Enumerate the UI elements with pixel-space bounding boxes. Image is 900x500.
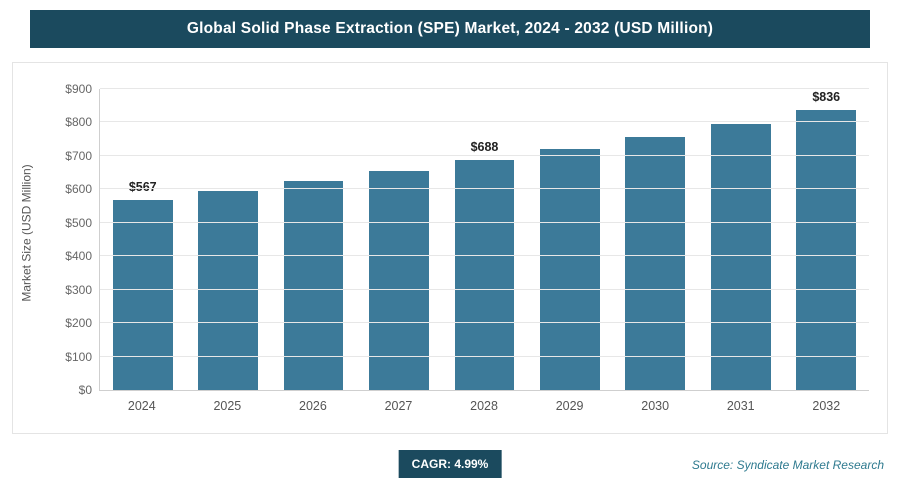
y-tick-label: $100 — [65, 349, 92, 364]
y-tick-label: $400 — [65, 249, 92, 264]
bar-slot — [356, 89, 441, 390]
x-tick-label: 2030 — [641, 399, 670, 413]
x-axis-labels: 2024 2025 2026 2027 2028 2029 2030 2031 2032 — [99, 399, 869, 413]
y-tick-label: $600 — [65, 182, 92, 197]
bar-2024 — [112, 200, 173, 390]
bar-2032 — [796, 110, 857, 390]
y-axis-title: Market Size (USD Million) — [20, 164, 35, 302]
gridline — [100, 154, 869, 156]
bar-2026 — [283, 180, 344, 390]
x-tick-label: 2025 — [213, 399, 242, 413]
bar-value-label: $567 — [129, 180, 157, 194]
plot-area: $567 $688 $836 $0 $100 $200 $300 $400 $500 $600 $… — [65, 82, 869, 397]
x-tick-label: 2028 — [470, 399, 498, 413]
bar-2031 — [710, 123, 771, 390]
bar-slot — [185, 89, 270, 390]
bar-slot — [271, 89, 356, 390]
chart-area: Market Size (USD Million) $567 $688 $836 $… — [12, 62, 888, 434]
bar-2027 — [369, 170, 429, 390]
gridline — [100, 121, 869, 123]
gridline — [100, 288, 869, 290]
gridline — [100, 88, 869, 89]
bars: $567 $688 $836 — [100, 89, 869, 390]
bar-2030 — [625, 136, 686, 390]
bar-2029 — [540, 148, 600, 390]
x-tick-label: 2031 — [726, 399, 755, 413]
y-tick-label: $200 — [65, 316, 92, 331]
y-tick-label: $900 — [65, 82, 92, 96]
bar-2028 — [454, 159, 515, 390]
bar-2025 — [198, 191, 259, 390]
bar-slot: $836 — [784, 89, 869, 390]
y-tick-label: $700 — [65, 148, 92, 163]
bar-value-label: $836 — [812, 90, 841, 105]
bar-slot — [613, 89, 698, 390]
gridline — [100, 322, 869, 324]
cagr-badge: CAGR: 4.99% — [398, 450, 502, 478]
y-tick-label: $300 — [65, 282, 92, 297]
x-tick-label: 2032 — [812, 399, 841, 413]
gridline — [100, 255, 869, 257]
x-tick-label: 2026 — [299, 399, 327, 413]
gridline — [100, 355, 869, 357]
bar-value-label: $688 — [470, 139, 499, 154]
x-tick-label: 2029 — [555, 399, 584, 413]
bar-slot — [527, 89, 612, 390]
source-text: Source: Syndicate Market Research — [691, 458, 884, 472]
bar-slot: $688 — [442, 89, 527, 390]
y-tick-label: $0 — [78, 383, 92, 397]
chart-title: Global Solid Phase Extraction (SPE) Mark… — [186, 20, 714, 37]
gridline — [100, 188, 869, 190]
y-tick-label: $800 — [65, 115, 92, 130]
gridline — [100, 221, 869, 223]
x-tick-label: 2024 — [127, 399, 156, 413]
bar-slot — [698, 89, 783, 390]
x-tick-label: 2027 — [384, 399, 413, 413]
chart-title-bar: Global Solid Phase Extraction (SPE) Mark… — [30, 10, 870, 48]
bar-slot: $567 — [100, 89, 185, 390]
y-tick-label: $500 — [65, 215, 92, 230]
